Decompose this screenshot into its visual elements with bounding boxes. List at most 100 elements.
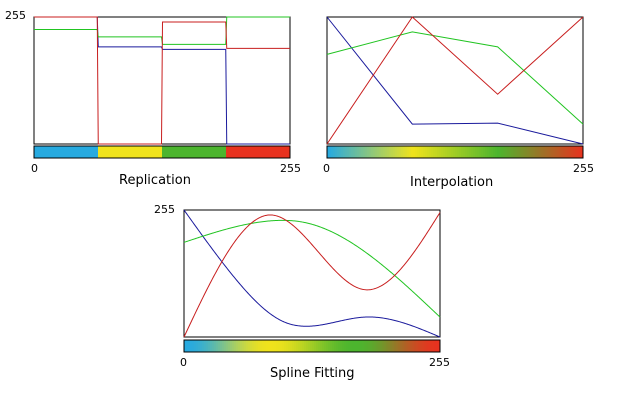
interpolation-color-strip: [501, 146, 504, 158]
spline-fitting-color-strip: [432, 340, 435, 352]
spline-fitting-color-strip: [278, 340, 281, 352]
spline-fitting-color-strip: [406, 340, 409, 352]
spline-fitting-blue-curve: [183, 209, 441, 338]
spline-fitting-color-strip: [194, 340, 197, 352]
spline-fitting-color-strip: [416, 340, 419, 352]
spline-fitting-color-strip: [430, 340, 433, 352]
spline-fitting-color-strip: [308, 340, 311, 352]
interpolation-color-strip: [451, 146, 454, 158]
spline-fitting-color-strip: [336, 340, 339, 352]
spline-fitting-color-strip: [290, 340, 293, 352]
interpolation-color-strip: [445, 146, 448, 158]
replication-panel: 255 0 255 Replication: [5, 9, 301, 188]
spline-fitting-color-strip: [332, 340, 335, 352]
replication-color-band-3: [162, 146, 226, 158]
spline-fitting-color-strip: [328, 340, 331, 352]
spline-fitting-color-strip: [222, 340, 225, 352]
interpolation-color-strip: [439, 146, 442, 158]
replication-title: Replication: [119, 173, 191, 188]
spline-fitting-red-curve: [183, 212, 441, 338]
spline-fitting-color-strip: [436, 340, 439, 352]
spline-fitting-color-strip: [210, 340, 213, 352]
spline-fitting-color-strip: [234, 340, 237, 352]
interpolation-color-strip: [417, 146, 420, 158]
spline-fitting-color-strip: [356, 340, 359, 352]
spline-fitting-color-strip: [258, 340, 261, 352]
interpolation-color-strip: [465, 146, 468, 158]
interpolation-color-strip: [505, 146, 508, 158]
spline-fitting-color-strip: [228, 340, 231, 352]
interpolation-color-strip: [533, 146, 536, 158]
spline-fitting-color-strip: [334, 340, 337, 352]
spline-fitting-color-strip: [302, 340, 305, 352]
spline-fitting-title: Spline Fitting: [270, 366, 355, 381]
interpolation-color-strip: [437, 146, 440, 158]
spline-fitting-y-max-label: 255: [154, 203, 175, 216]
interpolation-color-strip: [475, 146, 478, 158]
spline-fitting-color-strip: [196, 340, 199, 352]
spline-fitting-color-strip: [286, 340, 289, 352]
interpolation-color-strip: [415, 146, 418, 158]
spline-fitting-color-strip: [354, 340, 357, 352]
interpolation-color-strip: [575, 146, 578, 158]
spline-fitting-color-strip: [214, 340, 217, 352]
spline-fitting-color-strip: [420, 340, 423, 352]
interpolation-color-strip: [393, 146, 396, 158]
interpolation-color-strip: [379, 146, 382, 158]
spline-fitting-color-strip: [378, 340, 381, 352]
spline-fitting-color-strip: [320, 340, 323, 352]
spline-fitting-color-strip: [252, 340, 255, 352]
interpolation-color-strip: [347, 146, 350, 158]
spline-fitting-color-strip: [374, 340, 377, 352]
replication-color-band-4: [226, 146, 290, 158]
replication-color-band-1: [34, 146, 98, 158]
spline-fitting-plot-frame: [183, 209, 441, 338]
interpolation-color-strip: [579, 146, 582, 158]
spline-fitting-color-strip: [212, 340, 215, 352]
interpolation-color-strip: [349, 146, 352, 158]
interpolation-color-strip: [555, 146, 558, 158]
interpolation-color-strip: [455, 146, 458, 158]
interpolation-color-strip: [541, 146, 544, 158]
interpolation-color-strip: [517, 146, 520, 158]
spline-fitting-color-strip: [372, 340, 375, 352]
interpolation-color-strip: [329, 146, 332, 158]
spline-fitting-color-strip: [184, 340, 187, 352]
spline-fitting-color-strip: [326, 340, 329, 352]
interpolation-color-strip: [567, 146, 570, 158]
interpolation-color-strip: [497, 146, 500, 158]
interpolation-color-strip: [557, 146, 560, 158]
interpolation-color-strip: [331, 146, 334, 158]
interpolation-color-strip: [341, 146, 344, 158]
interpolation-color-strip: [561, 146, 564, 158]
interpolation-color-strip: [383, 146, 386, 158]
spline-fitting-color-strip: [312, 340, 315, 352]
spline-fitting-color-strip: [276, 340, 279, 352]
spline-fitting-color-strip: [368, 340, 371, 352]
interpolation-x-min-label: 0: [323, 162, 330, 175]
interpolation-color-strip: [563, 146, 566, 158]
interpolation-x-max-label: 255: [573, 162, 594, 175]
interpolation-color-strip: [335, 146, 338, 158]
spline-fitting-color-strip: [240, 340, 243, 352]
interpolation-color-strip: [453, 146, 456, 158]
interpolation-color-strip: [461, 146, 464, 158]
spline-fitting-color-strip: [292, 340, 295, 352]
spline-fitting-color-strip: [344, 340, 347, 352]
spline-fitting-color-strip: [264, 340, 267, 352]
interpolation-color-strip: [373, 146, 376, 158]
interpolation-color-strip: [577, 146, 580, 158]
interpolation-color-strip: [565, 146, 568, 158]
interpolation-color-strip: [413, 146, 416, 158]
spline-fitting-color-strip: [262, 340, 265, 352]
spline-fitting-color-strip: [192, 340, 195, 352]
spline-fitting-color-strip: [316, 340, 319, 352]
interpolation-color-strip: [405, 146, 408, 158]
interpolation-color-strip: [551, 146, 554, 158]
interpolation-blue-curve: [326, 16, 584, 145]
spline-fitting-color-strip: [390, 340, 393, 352]
interpolation-color-strip: [419, 146, 422, 158]
interpolation-color-strip: [401, 146, 404, 158]
spline-fitting-color-strip: [400, 340, 403, 352]
